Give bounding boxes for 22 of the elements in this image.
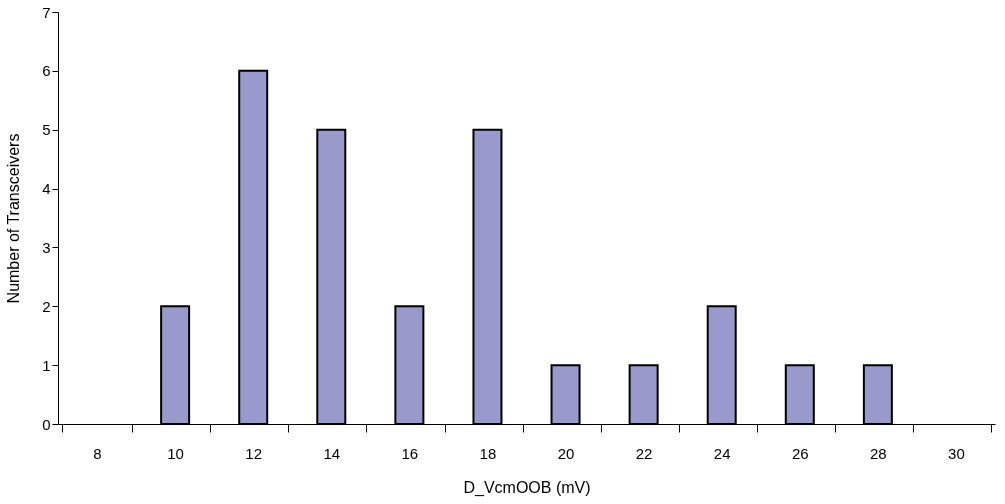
x-axis-title: D_VcmOOB (mV) xyxy=(463,478,591,497)
x-tick-label: 16 xyxy=(401,444,419,462)
y-tick-label: 6 xyxy=(42,62,51,80)
x-tick-label: 8 xyxy=(93,444,102,462)
x-tick-label: 26 xyxy=(791,444,809,462)
x-tick-label: 10 xyxy=(167,444,184,462)
y-tick-label: 5 xyxy=(42,121,51,139)
x-tick-label: 28 xyxy=(870,444,887,462)
x-tick-label: 18 xyxy=(479,444,497,462)
y-tick-label: 2 xyxy=(42,297,51,315)
x-tick-label: 24 xyxy=(713,444,731,462)
x-tick-label: 12 xyxy=(245,444,263,462)
x-tick-label: 30 xyxy=(948,444,965,462)
x-tick-label: 20 xyxy=(557,444,575,462)
x-tick-label: 22 xyxy=(635,444,653,462)
y-axis-title: Number of Transceivers xyxy=(5,133,23,304)
y-tick-label: 3 xyxy=(42,238,51,256)
y-tick-label: 4 xyxy=(42,180,51,198)
y-tick-label: 7 xyxy=(42,3,51,21)
x-tick-label: 14 xyxy=(323,444,341,462)
y-tick-label: 1 xyxy=(42,356,51,374)
y-tick-label: 0 xyxy=(42,415,51,433)
